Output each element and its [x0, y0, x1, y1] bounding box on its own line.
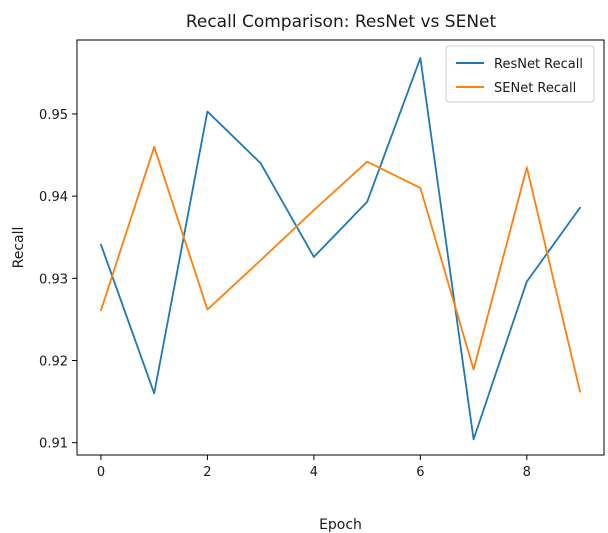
y-tick-label: 0.95 [39, 108, 68, 123]
x-tick-label: 0 [97, 465, 105, 480]
y-tick-label: 0.93 [39, 272, 68, 287]
x-axis-label: Epoch [319, 517, 362, 533]
y-tick-label: 0.94 [39, 190, 68, 205]
ticks-layer: 0 2 4 6 8 0.91 0.92 0.93 0.94 0.95 [39, 108, 531, 480]
legend-entry: SENet Recall [494, 81, 576, 96]
legend: ResNet Recall SENet Recall [445, 45, 595, 103]
y-tick-label: 0.92 [39, 354, 68, 369]
plot-frame [76, 39, 605, 456]
x-tick-label: 2 [203, 465, 211, 480]
y-axis-label: Recall [11, 227, 27, 269]
chart-title: Recall Comparison: ResNet vs SENet [186, 12, 497, 32]
x-tick-label: 6 [416, 465, 424, 480]
y-tick-label: 0.91 [39, 437, 68, 452]
series-line-resnet [100, 57, 581, 441]
series-line-senet [100, 145, 581, 393]
series-layer [100, 57, 581, 441]
legend-entry: ResNet Recall [494, 57, 583, 72]
x-tick-label: 8 [523, 465, 531, 480]
x-tick-label: 4 [310, 465, 318, 480]
